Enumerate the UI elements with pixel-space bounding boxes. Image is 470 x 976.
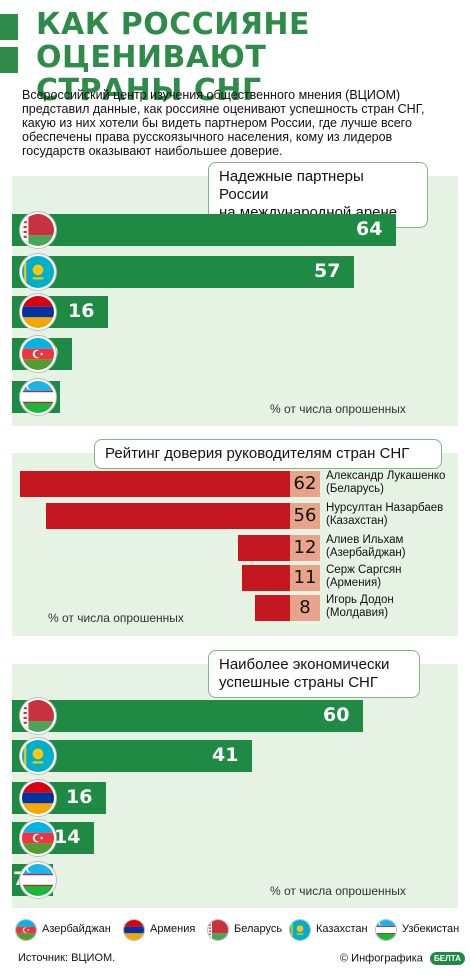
trust-leader-name-line1: Нурсултан Назарбаев <box>326 502 444 514</box>
partners-title-line1: Надежные партнеры России <box>219 168 364 203</box>
uzbekistan-flag-icon <box>376 920 396 940</box>
trust-leader-name: Игорь Додон (Молдавия) <box>326 594 394 620</box>
trust-value-label: 62 <box>290 471 320 497</box>
trust-bar <box>242 565 290 591</box>
uzbekistan-flag-icon <box>20 379 56 415</box>
source-text: Источник: ВЦИОМ. <box>18 952 116 964</box>
legend-label: Беларусь <box>234 923 283 935</box>
kazakhstan-flag-icon <box>20 254 56 290</box>
bar <box>12 256 354 288</box>
title-accent-bar <box>0 47 18 73</box>
trust-leader-country: (Азербайджан) <box>326 547 406 559</box>
armenia-flag-icon <box>20 294 56 330</box>
trust-leader-country: (Беларусь) <box>326 483 384 495</box>
credit: © Инфографика БЕЛТА <box>340 952 465 965</box>
azerbaijan-flag-icon <box>16 920 36 940</box>
trust-leader-name: Александр Лукашенко (Беларусь) <box>326 470 445 496</box>
title-accent-bar <box>0 14 18 40</box>
legend-label: Армения <box>150 923 196 935</box>
trust-value-label: 56 <box>290 503 320 529</box>
bar-row: 64 <box>12 212 458 248</box>
kazakhstan-flag-icon <box>290 920 310 940</box>
bar-row: 16 <box>12 780 458 816</box>
bar-value-label: 60 <box>323 704 350 726</box>
intro-text: Всероссийский центр изучения общественно… <box>22 88 425 158</box>
page-title: КАК РОССИЯНЕ ОЦЕНИВАЮТ СТРАНЫ СНГ <box>36 8 456 107</box>
bar-value-label: 64 <box>356 218 383 240</box>
legend: Азербайджан Армения Беларусь Казахстан Узбек… <box>12 916 460 944</box>
bar <box>12 214 396 246</box>
trust-panel: Рейтинг доверия руководителям стран СНГ … <box>12 439 458 636</box>
bar-value-label: 41 <box>212 744 239 766</box>
trust-leader-name: Алиев Ильхам (Азербайджан) <box>326 534 406 560</box>
credit-text: © Инфографика <box>340 952 423 965</box>
bar-row: 16 <box>12 294 458 330</box>
economy-title-line1: Наиболее экономически <box>219 656 390 673</box>
page-title-line2: СТРАНЫ СНГ <box>36 73 262 108</box>
bar <box>12 700 363 732</box>
bar-row: 8 <box>12 379 458 415</box>
uzbekistan-flag-icon <box>20 862 56 898</box>
bar-value-label: 16 <box>66 786 93 808</box>
belarus-flag-icon <box>208 920 228 940</box>
armenia-flag-icon <box>124 920 144 940</box>
bar-row: 14 <box>12 820 458 856</box>
azerbaijan-flag-icon <box>20 820 56 856</box>
bar-value-label: 14 <box>54 826 81 848</box>
belta-logo: БЕЛТА <box>430 952 465 965</box>
kazakhstan-flag-icon <box>20 738 56 774</box>
trust-leader-name-line1: Алиев Ильхам <box>326 534 404 546</box>
belarus-flag-icon <box>20 212 56 248</box>
trust-bar <box>20 471 290 497</box>
trust-leader-name: Нурсултан Назарбаев (Казахстан) <box>326 502 443 528</box>
trust-leader-country: (Армения) <box>326 577 382 589</box>
trust-bar <box>46 503 290 529</box>
bar-value-label: 57 <box>314 260 341 282</box>
bar-row: 57 <box>12 254 458 290</box>
trust-bar <box>255 595 290 621</box>
azerbaijan-flag-icon <box>20 336 56 372</box>
bar-row: 60 <box>12 698 458 734</box>
trust-value-label: 12 <box>290 535 320 561</box>
trust-leader-name-line1: Серж Саргсян <box>326 564 402 576</box>
legend-label: Казахстан <box>316 923 368 935</box>
trust-leader-name-line1: Игорь Додон <box>326 594 394 606</box>
bar-value-label: 16 <box>68 300 95 322</box>
trust-leader-country: (Молдавия) <box>326 607 389 619</box>
economy-panel-title: Наиболее экономически успешные страны СН… <box>208 650 420 698</box>
partners-panel: Надежные партнеры России на международно… <box>12 162 458 426</box>
page-title-line1: КАК РОССИЯНЕ ОЦЕНИВАЮТ <box>36 7 311 75</box>
economy-note: % от числа опрошенных <box>270 884 406 898</box>
legend-label: Азербайджан <box>42 923 111 935</box>
trust-value-label: 8 <box>290 595 320 621</box>
economy-panel: Наиболее экономически успешные страны СН… <box>12 650 458 908</box>
belarus-flag-icon <box>20 698 56 734</box>
bar-row: 41 <box>12 738 458 774</box>
trust-note: % от числа опрошенных <box>48 611 184 625</box>
bar-row: 10 <box>12 336 458 372</box>
armenia-flag-icon <box>20 780 56 816</box>
trust-value-label: 11 <box>290 565 320 591</box>
trust-leader-name: Серж Саргсян (Армения) <box>326 564 401 590</box>
partners-note: % от числа опрошенных <box>270 402 406 416</box>
trust-panel-title: Рейтинг доверия руководителям стран СНГ <box>94 439 442 469</box>
trust-leader-country: (Казахстан) <box>326 515 388 527</box>
trust-leader-name-line1: Александр Лукашенко <box>326 470 446 482</box>
bar-row: 7 <box>12 862 458 898</box>
economy-title-line2: успешные страны СНГ <box>219 674 378 691</box>
trust-bar <box>238 535 290 561</box>
legend-label: Узбекистан <box>402 923 460 935</box>
